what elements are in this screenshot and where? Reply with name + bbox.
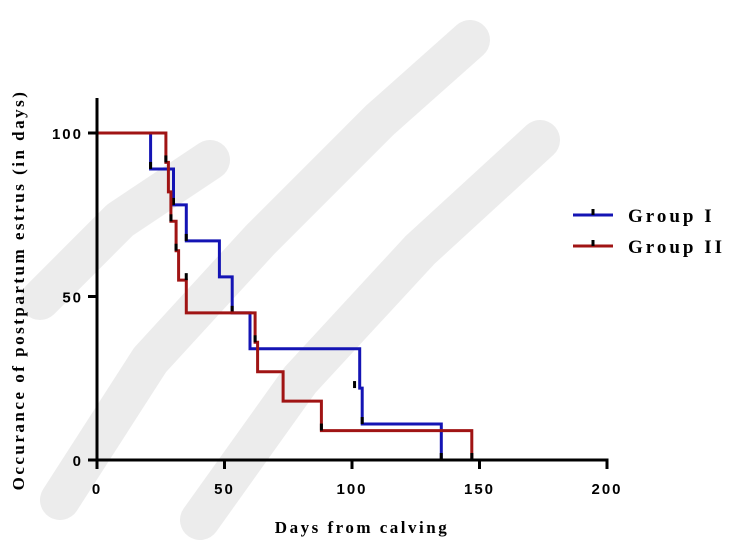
legend-label-group-2: Group II [628,237,725,258]
x-tick-label-2: 100 [336,481,367,498]
y-tick-label-0: 0 [73,453,83,470]
legend-item-group-1: Group I [573,206,715,227]
y-tick-label-2: 100 [52,126,83,143]
series-line-group-2 [97,131,474,460]
plot-area [97,131,474,460]
watermark-stroke-3 [20,140,230,320]
watermark-stroke-2 [180,120,560,540]
x-tick-label-4: 200 [591,481,622,498]
legend: Group I Group II [573,206,725,258]
watermark-stroke-1 [40,20,490,520]
legend-label-group-1: Group I [628,206,715,227]
legend-item-group-2: Group II [573,237,725,258]
axes: 0 50 100 150 200 0 50 100 [52,98,622,498]
x-tick-label-3: 150 [464,481,495,498]
y-axis-title: Occurance of postpartum estrus (in days) [9,90,28,491]
series-line-group-1 [97,131,443,460]
x-axis-title: Days from calving [275,518,449,537]
y-tick-label-1: 50 [62,290,83,307]
watermark [20,20,560,540]
x-tick-label-0: 0 [92,481,102,498]
x-tick-label-1: 50 [214,481,235,498]
